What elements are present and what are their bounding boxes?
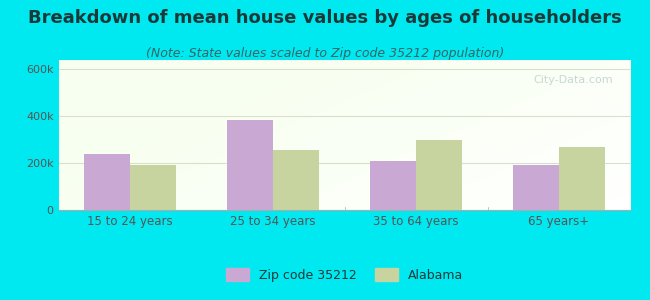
Bar <box>273 150 318 210</box>
Text: (Note: State values scaled to Zip code 35212 population): (Note: State values scaled to Zip code 3… <box>146 46 504 59</box>
Text: Breakdown of mean house values by ages of householders: Breakdown of mean house values by ages o… <box>28 9 622 27</box>
Bar <box>370 161 416 210</box>
Bar <box>416 140 462 210</box>
Bar <box>514 165 559 210</box>
Legend: Zip code 35212, Alabama: Zip code 35212, Alabama <box>226 268 463 282</box>
Bar <box>227 120 273 210</box>
Bar <box>84 154 130 210</box>
Text: City-Data.com: City-Data.com <box>534 75 614 85</box>
Bar <box>130 165 176 210</box>
Bar <box>559 147 604 210</box>
